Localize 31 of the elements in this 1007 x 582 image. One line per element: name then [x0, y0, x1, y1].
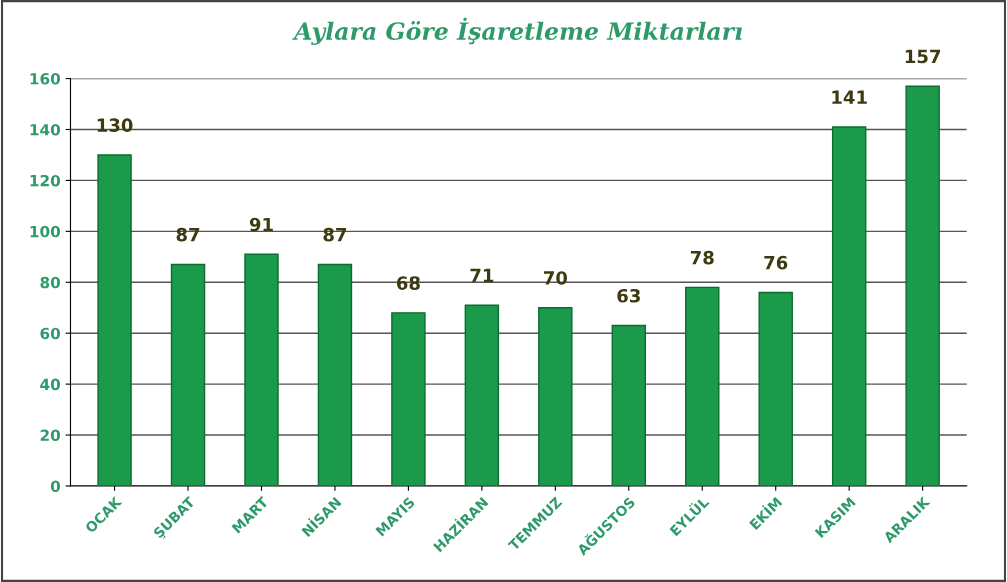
data-label: 76 — [764, 255, 788, 270]
y-tick-label: 100 — [30, 225, 61, 238]
bar — [831, 126, 867, 486]
bar — [464, 304, 500, 486]
data-label: 130 — [97, 118, 133, 133]
data-label: 71 — [470, 268, 494, 282]
bar — [538, 307, 573, 486]
data-label: 70 — [543, 271, 568, 285]
y-tick-label: 40 — [40, 378, 61, 391]
y-tick-label: 0 — [50, 480, 61, 492]
bar — [170, 263, 206, 486]
bar — [905, 85, 940, 486]
data-label: 91 — [249, 217, 273, 232]
y-tick-label: 140 — [30, 123, 61, 136]
y-tick-label: 20 — [40, 429, 61, 442]
data-label: 78 — [690, 250, 714, 265]
data-label: 63 — [617, 288, 640, 303]
y-tick-label: 80 — [40, 276, 61, 289]
bar — [758, 291, 793, 486]
bar — [97, 154, 132, 486]
bar — [317, 263, 353, 486]
bar — [391, 312, 426, 486]
data-label: 157 — [905, 49, 941, 64]
bar — [244, 253, 279, 486]
chart-title: Aylara Göre İşaretleme Miktarları — [292, 17, 742, 45]
y-tick-label: 160 — [30, 73, 61, 85]
y-tick-label: 60 — [40, 327, 61, 340]
bar — [685, 286, 720, 486]
y-tick-label: 120 — [30, 174, 61, 187]
data-label: 141 — [832, 90, 867, 104]
bar — [611, 324, 647, 486]
